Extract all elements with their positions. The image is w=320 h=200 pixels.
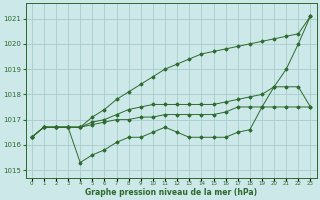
X-axis label: Graphe pression niveau de la mer (hPa): Graphe pression niveau de la mer (hPa) bbox=[85, 188, 257, 197]
